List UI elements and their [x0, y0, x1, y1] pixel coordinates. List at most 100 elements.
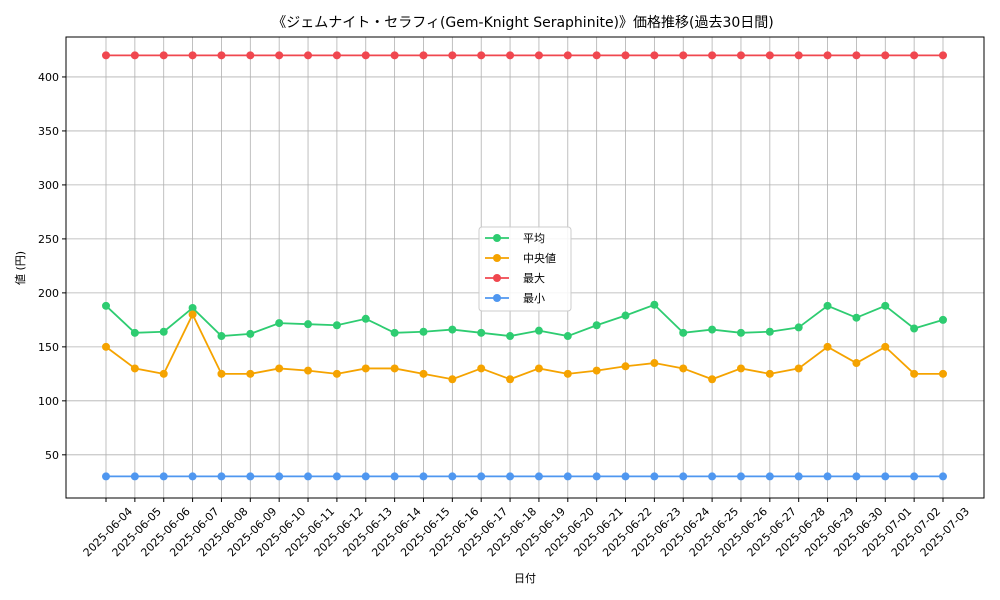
data-point [390, 328, 399, 337]
data-point [130, 364, 139, 373]
data-point [304, 472, 313, 481]
data-point [852, 313, 861, 322]
data-point [506, 332, 515, 341]
data-point [361, 472, 370, 481]
data-point [419, 327, 428, 336]
series-line [105, 312, 943, 381]
data-point [390, 472, 399, 481]
data-point [679, 328, 688, 337]
data-point [448, 375, 457, 384]
data-point [159, 472, 168, 481]
data-point [159, 51, 168, 60]
data-point [159, 327, 168, 336]
data-point [477, 328, 486, 337]
data-point [736, 364, 745, 373]
y-tick-label: 400 [38, 71, 59, 84]
y-axis-label: 値 (円) [14, 251, 27, 285]
data-point [246, 329, 255, 338]
data-point [910, 369, 919, 378]
data-point [217, 332, 226, 341]
data-point [246, 472, 255, 481]
data-point [534, 51, 543, 60]
y-tick-label: 250 [38, 233, 59, 246]
data-point [621, 362, 630, 371]
data-point [534, 364, 543, 373]
legend-entry: 最大 [485, 271, 545, 285]
legend-marker [493, 254, 501, 262]
chart-title: 《ジェムナイト・セラフィ(Gem-Knight Seraphinite)》価格推… [272, 15, 774, 31]
data-point [275, 472, 284, 481]
data-point [448, 472, 457, 481]
data-point [794, 323, 803, 332]
data-point [563, 472, 572, 481]
data-point [650, 359, 659, 368]
data-point [852, 359, 861, 368]
data-point [159, 369, 168, 378]
data-point [390, 364, 399, 373]
data-point [765, 472, 774, 481]
data-point [650, 472, 659, 481]
x-axis-label: 日付 [514, 572, 536, 585]
data-point [881, 301, 890, 310]
data-point [765, 369, 774, 378]
data-point [102, 301, 110, 310]
data-point [852, 472, 861, 481]
data-point [939, 369, 947, 378]
data-point [592, 366, 601, 375]
data-point [246, 369, 255, 378]
data-point [506, 472, 515, 481]
data-point [708, 325, 717, 334]
data-point [621, 472, 630, 481]
data-point [910, 472, 919, 481]
data-point [823, 51, 832, 60]
data-point [102, 472, 110, 481]
data-point [563, 51, 572, 60]
data-point [275, 51, 284, 60]
data-point [563, 332, 572, 341]
y-tick-label: 350 [38, 125, 59, 138]
data-point [332, 472, 341, 481]
data-point [217, 51, 226, 60]
data-point [130, 328, 139, 337]
data-point [881, 342, 890, 351]
data-point [708, 375, 717, 384]
data-point [304, 366, 313, 375]
data-point [102, 51, 110, 60]
y-tick-label: 300 [38, 179, 59, 192]
data-point [217, 369, 226, 378]
data-point [765, 51, 774, 60]
data-point [534, 326, 543, 335]
y-axis: 50 100 150 200 250 300 350 400 [38, 71, 66, 462]
data-point [881, 51, 890, 60]
y-tick-label: 200 [38, 287, 59, 300]
y-tick-label: 100 [38, 395, 59, 408]
data-point [910, 51, 919, 60]
data-point [621, 51, 630, 60]
data-point [275, 319, 284, 328]
data-point [419, 472, 428, 481]
data-point [823, 472, 832, 481]
data-point [332, 321, 341, 330]
data-point [419, 51, 428, 60]
data-point [102, 342, 110, 351]
data-point [275, 364, 284, 373]
legend-label: 中央値 [523, 252, 556, 265]
data-point [506, 375, 515, 384]
data-point [708, 51, 717, 60]
data-point [506, 51, 515, 60]
series-2 [102, 51, 947, 60]
data-point [477, 364, 486, 373]
data-point [910, 324, 919, 333]
data-point [794, 472, 803, 481]
data-point [679, 364, 688, 373]
data-point [592, 51, 601, 60]
data-point [390, 51, 399, 60]
data-point [448, 325, 457, 334]
series-line [105, 303, 944, 337]
data-point [621, 311, 630, 320]
data-point [130, 51, 139, 60]
data-point [794, 51, 803, 60]
y-tick-label: 50 [45, 449, 59, 462]
